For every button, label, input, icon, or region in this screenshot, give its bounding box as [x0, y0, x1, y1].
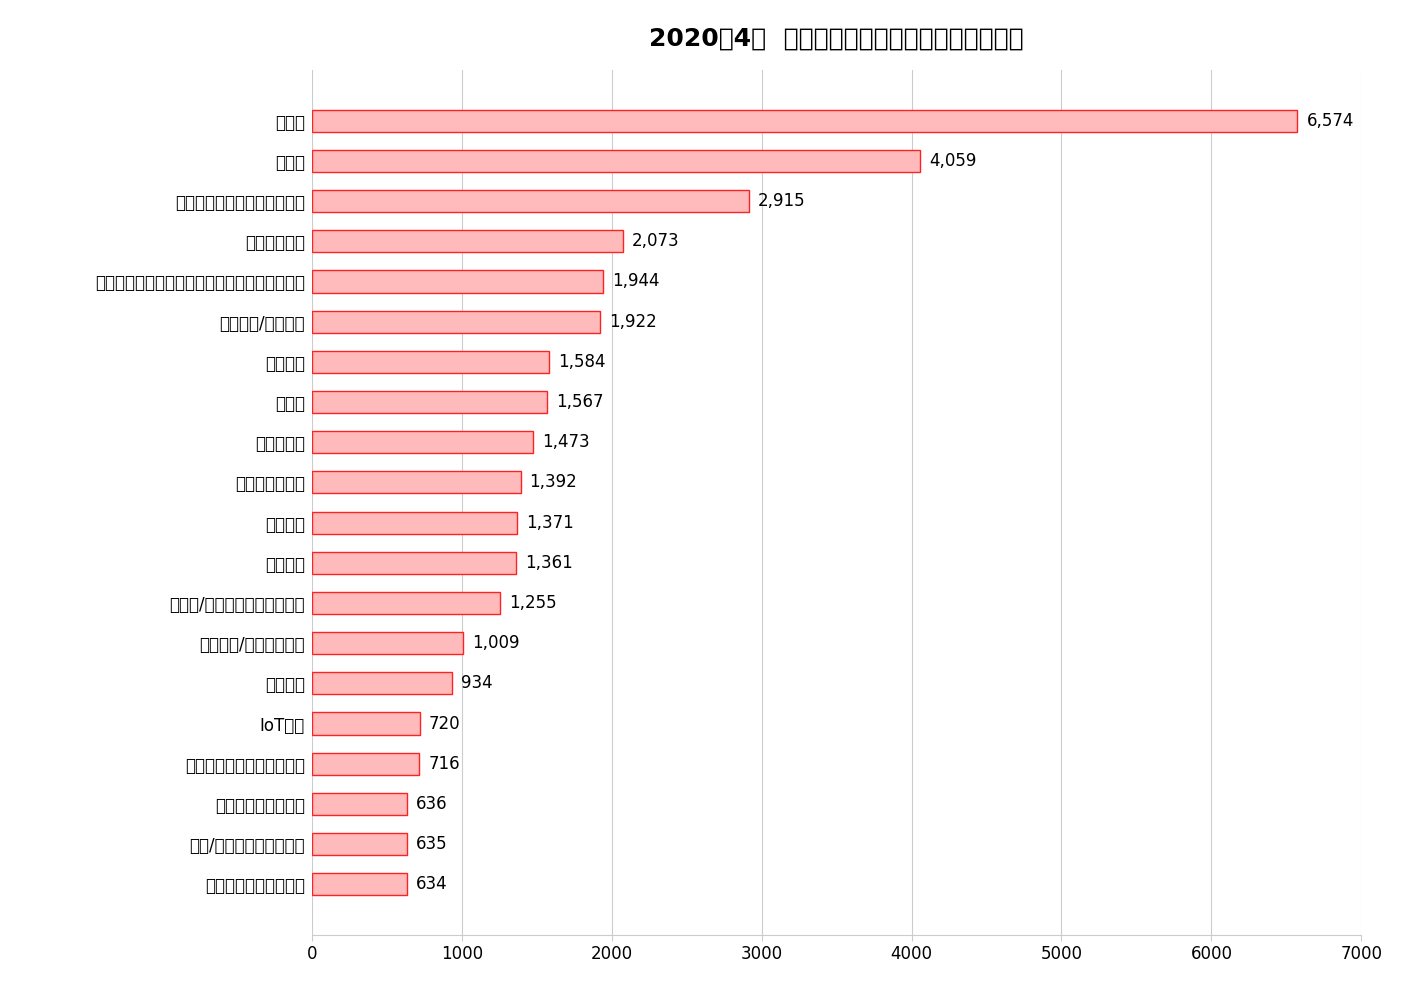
Text: 2,915: 2,915 [757, 192, 805, 210]
Text: 1,009: 1,009 [472, 634, 520, 652]
Bar [312, 592, 501, 614]
Bar [312, 230, 623, 252]
Text: 4,059: 4,059 [929, 152, 977, 170]
Bar [312, 471, 520, 493]
Text: 1,567: 1,567 [556, 393, 603, 411]
Bar [312, 713, 420, 735]
Bar [312, 753, 420, 775]
Text: 2,073: 2,073 [631, 232, 679, 250]
Text: 934: 934 [461, 674, 492, 692]
Bar [312, 190, 749, 212]
Bar [312, 512, 518, 534]
Bar [312, 351, 549, 373]
Bar [312, 150, 920, 172]
Bar [312, 431, 533, 453]
Text: 636: 636 [417, 795, 448, 813]
Bar [312, 391, 547, 413]
Text: 6,574: 6,574 [1306, 112, 1354, 130]
Text: 1,922: 1,922 [610, 313, 657, 331]
Text: 720: 720 [428, 715, 461, 733]
Bar [312, 793, 407, 815]
Text: 1,944: 1,944 [613, 272, 659, 290]
Bar [312, 311, 600, 333]
Text: 1,255: 1,255 [509, 594, 557, 612]
Bar [312, 632, 464, 654]
Bar [312, 672, 452, 694]
Text: 634: 634 [415, 875, 448, 893]
Text: 1,392: 1,392 [529, 473, 577, 491]
Text: 716: 716 [428, 755, 459, 773]
Bar [312, 552, 516, 574]
Bar [312, 833, 407, 855]
Text: 635: 635 [415, 835, 448, 853]
Title: 2020年4月  前年比より増加した職種ランキング: 2020年4月 前年比より増加した職種ランキング [649, 26, 1024, 50]
Bar [312, 873, 407, 895]
Text: 1,361: 1,361 [525, 554, 573, 572]
Text: 1,473: 1,473 [542, 433, 590, 451]
Text: 1,584: 1,584 [559, 353, 605, 371]
Text: 1,371: 1,371 [526, 514, 574, 532]
Bar [312, 270, 604, 292]
Bar [312, 110, 1297, 132]
